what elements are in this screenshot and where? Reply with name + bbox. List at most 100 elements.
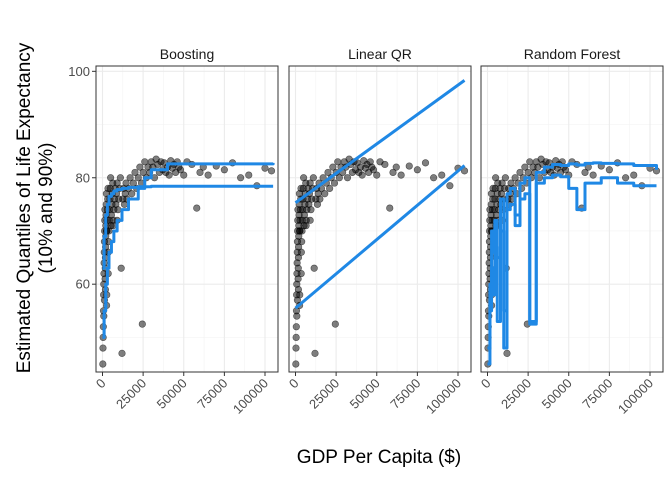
data-point — [294, 275, 302, 283]
data-point — [622, 174, 630, 182]
data-point — [605, 166, 613, 174]
data-point — [381, 160, 389, 169]
data-point — [326, 184, 334, 192]
data-point — [292, 360, 300, 368]
data-point — [136, 163, 144, 171]
facet-strip-label: Linear QR — [348, 46, 412, 62]
data-point — [295, 227, 304, 235]
data-point — [389, 168, 397, 177]
data-point — [521, 163, 529, 171]
data-point — [309, 174, 317, 182]
x-tick-label: 75000 — [194, 376, 230, 412]
panel-background — [96, 66, 278, 372]
data-point — [176, 166, 185, 174]
data-point — [358, 171, 366, 179]
data-point — [343, 174, 352, 182]
data-point — [118, 349, 126, 357]
data-point — [405, 162, 413, 170]
data-point — [630, 171, 638, 179]
x-tick-label: 75000 — [387, 376, 423, 412]
data-point — [196, 168, 204, 177]
data-point — [413, 166, 421, 174]
x-tick-label: 25000 — [498, 376, 534, 412]
data-point — [392, 163, 400, 171]
data-point — [302, 222, 310, 230]
facet-strip-label: Random Forest — [524, 46, 621, 62]
data-point — [261, 164, 269, 172]
data-point — [516, 168, 524, 177]
data-point — [430, 174, 438, 182]
facet-panel: Linear QR 0 25000 50000 75000 100000 — [286, 46, 472, 417]
data-point — [293, 312, 301, 320]
data-point — [297, 269, 305, 278]
data-point — [310, 264, 318, 272]
panel-border — [288, 65, 472, 373]
data-point — [204, 171, 212, 179]
data-point — [134, 174, 142, 182]
x-tick-label: 50000 — [347, 376, 383, 412]
data-point — [511, 174, 519, 182]
panel-border — [95, 65, 279, 373]
data-point — [373, 171, 381, 179]
x-tick-label: 100000 — [423, 376, 464, 417]
data-point — [292, 323, 300, 331]
data-point — [298, 238, 306, 246]
quantile-line — [294, 164, 466, 310]
panel-background — [481, 66, 663, 372]
data-point — [293, 296, 302, 304]
x-tick-label: 75000 — [579, 376, 615, 412]
data-point — [397, 171, 405, 179]
data-point — [331, 320, 339, 328]
data-point — [438, 171, 446, 179]
data-point — [292, 333, 300, 342]
data-point — [581, 168, 589, 177]
data-point — [165, 171, 173, 179]
data-point — [335, 174, 343, 182]
quantile-line — [487, 161, 658, 350]
data-point — [99, 344, 107, 352]
quantile-line — [487, 173, 657, 366]
data-point — [321, 190, 329, 198]
data-point — [267, 167, 276, 175]
panel-background — [289, 66, 471, 372]
y-axis-title-line-2: (10% and 90%) — [36, 143, 57, 274]
data-point — [460, 167, 469, 175]
data-point — [138, 320, 146, 328]
facet-panel: Random Forest 0 25000 50000 75000 100000 — [478, 46, 664, 417]
data-point — [386, 204, 394, 212]
quantile-line — [102, 184, 274, 270]
x-tick-label: 25000 — [306, 376, 342, 412]
x-tick-label: 50000 — [154, 376, 190, 412]
data-point — [114, 206, 122, 214]
y-tick-label: 100 — [68, 64, 90, 79]
data-point — [324, 168, 332, 177]
data-point — [501, 174, 509, 182]
facet-panel: Boosting 0 25000 50000 75000 100000 60 80 100 — [68, 46, 279, 417]
quantile-line — [294, 79, 466, 204]
data-point — [306, 216, 314, 224]
x-axis-title: GDP Per Capita ($) — [297, 447, 461, 468]
x-tick-label: 0 — [478, 376, 494, 392]
facet-strip-label: Boosting — [160, 46, 214, 62]
data-point — [126, 174, 134, 182]
data-point — [421, 159, 430, 167]
data-point — [245, 171, 253, 179]
data-point — [369, 166, 378, 174]
data-point — [503, 349, 511, 357]
x-tick-label: 100000 — [615, 376, 656, 417]
data-point — [311, 349, 319, 357]
x-tick-label: 25000 — [113, 376, 149, 412]
panel-border — [480, 65, 664, 373]
x-tick-label: 0 — [93, 376, 109, 392]
y-axis-title-group: Estimated Quantiles of Life Expectancy (… — [14, 42, 57, 373]
data-point — [589, 171, 597, 179]
data-point — [307, 206, 315, 214]
y-tick-label: 60 — [76, 277, 90, 292]
data-point — [220, 166, 228, 174]
data-point — [446, 182, 454, 190]
data-point — [180, 171, 188, 179]
y-tick-label: 80 — [76, 170, 90, 185]
x-tick-label: 100000 — [230, 376, 271, 417]
